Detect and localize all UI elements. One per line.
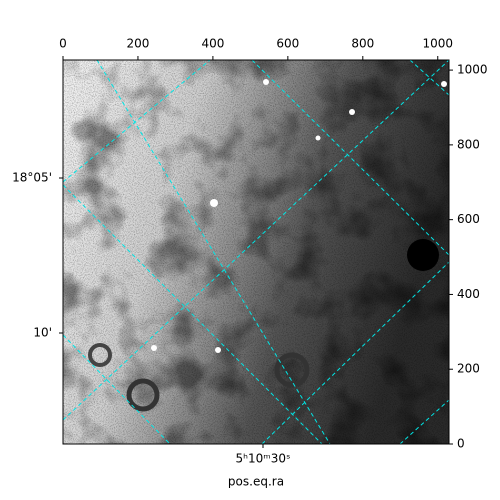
y-tick-label: 200 <box>457 362 480 376</box>
ra-tick-label: 5ʰ10ᵐ30ˢ <box>236 452 291 466</box>
axes-frame <box>62 59 450 445</box>
y-tick-label: 0 <box>457 437 465 451</box>
dec-tick-label: 18°05' <box>12 171 52 185</box>
x-tick-label: 0 <box>59 37 67 51</box>
x-tick-label: 600 <box>276 37 299 51</box>
y-tick-label: 800 <box>457 137 480 151</box>
x-tick-label: 400 <box>201 37 224 51</box>
x-tick-label: 800 <box>351 37 374 51</box>
y-tick-label: 400 <box>457 287 480 301</box>
x-tick-label: 200 <box>126 37 149 51</box>
x-axis-label: pos.eq.ra <box>228 475 284 489</box>
dec-tick-label: 10' <box>33 326 52 340</box>
y-tick-label: 600 <box>457 212 480 226</box>
sky-image <box>63 60 449 444</box>
x-tick-label: 1000 <box>422 37 453 51</box>
y-tick-label: 1000 <box>457 63 488 77</box>
